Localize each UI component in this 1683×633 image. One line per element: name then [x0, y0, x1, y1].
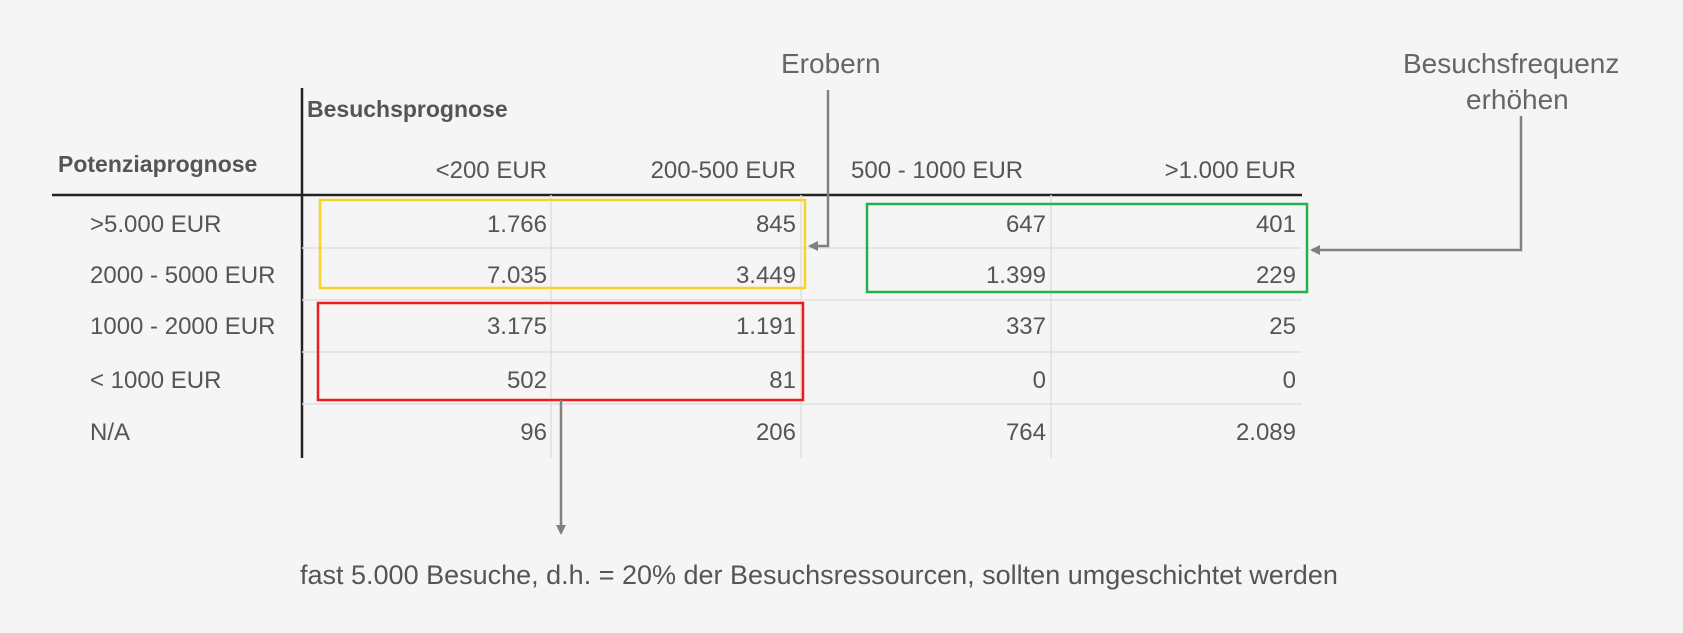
row-group-header: Potenziaprognose	[58, 151, 258, 177]
frequency-annotation-line2: erhöhen	[1466, 84, 1569, 115]
cell-2-1: 1.191	[735, 313, 796, 340]
cell-2-3: 25	[1269, 313, 1296, 340]
conquer-arrow	[808, 90, 830, 251]
cell-1-1: 3.449	[735, 262, 796, 289]
cell-4-3: 2.089	[1235, 419, 1296, 446]
cell-4-0: 96	[520, 419, 547, 446]
cell-3-2: 0	[1032, 367, 1046, 394]
column-header-0: <200 EUR	[435, 157, 547, 184]
cell-4-1: 206	[755, 419, 796, 446]
conquer-annotation: Erobern	[781, 48, 881, 79]
column-separators	[550, 195, 1052, 458]
cell-3-3: 0	[1282, 367, 1296, 394]
cell-4-2: 764	[1005, 419, 1046, 446]
cell-2-2: 337	[1005, 313, 1046, 340]
frequency-box	[865, 202, 1309, 294]
cell-3-1: 81	[769, 367, 796, 394]
column-header-2: 500 - 1000 EUR	[851, 157, 1024, 184]
cell-1-3: 229	[1255, 262, 1296, 289]
cell-0-1: 845	[755, 211, 796, 238]
row-label-2: 1000 - 2000 EUR	[90, 313, 276, 340]
cell-0-3: 401	[1255, 211, 1296, 238]
frequency-arrow	[1310, 116, 1523, 255]
cell-0-2: 647	[1005, 211, 1046, 238]
cell-1-0: 7.035	[486, 262, 547, 289]
reallocation-note: fast 5.000 Besuche, d.h. = 20% der Besuc…	[300, 560, 1338, 590]
frequency-annotation-line1: Besuchsfrequenz	[1403, 48, 1620, 79]
row-label-4: N/A	[90, 419, 131, 446]
conquer-box	[318, 198, 807, 290]
cell-0-0: 1.766	[486, 211, 547, 238]
row-label-0: >5.000 EUR	[90, 211, 222, 238]
cell-2-0: 3.175	[486, 313, 547, 340]
column-header-3: >1.000 EUR	[1164, 157, 1296, 184]
cell-3-0: 502	[506, 367, 547, 394]
column-header-1: 200-500 EUR	[650, 157, 796, 184]
cell-1-2: 1.399	[985, 262, 1046, 289]
row-label-1: 2000 - 5000 EUR	[90, 262, 276, 289]
column-group-header: Besuchsprognose	[307, 96, 508, 122]
row-label-3: < 1000 EUR	[90, 367, 222, 394]
